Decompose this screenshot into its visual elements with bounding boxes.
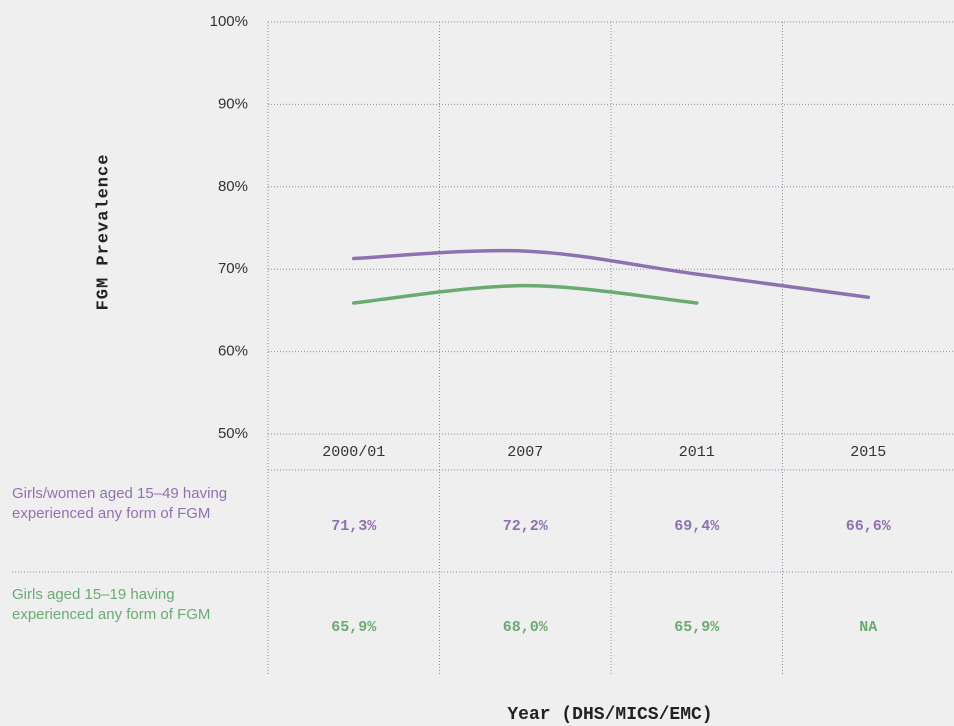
y-tick-label: 60% — [218, 343, 248, 360]
value-label: NA — [859, 619, 877, 636]
value-label: 66,6% — [846, 518, 892, 535]
row-label: Girls/women aged 15–49 having experience… — [12, 485, 228, 522]
series-line — [352, 283, 699, 305]
y-tick-label: 70% — [218, 260, 248, 277]
value-label: 68,0% — [503, 619, 549, 636]
x-tick-label: 2000/01 — [322, 444, 385, 461]
x-tick-label: 2011 — [679, 444, 715, 461]
y-tick-label: 50% — [218, 425, 248, 442]
x-tick-label: 2015 — [850, 444, 886, 461]
row-label: Girls aged 15–19 having experienced any … — [12, 586, 211, 623]
y-axis-title: FGM Prevalence — [94, 154, 113, 311]
value-label: 71,3% — [331, 518, 377, 535]
value-label: 69,4% — [674, 518, 720, 535]
x-axis-title: Year (DHS/MICS/EMC) — [507, 705, 712, 725]
x-tick-label: 2007 — [507, 444, 543, 461]
y-tick-label: 100% — [210, 13, 248, 30]
y-tick-label: 80% — [218, 178, 248, 195]
y-tick-label: 90% — [218, 95, 248, 112]
series-line — [352, 248, 870, 299]
value-label: 65,9% — [674, 619, 720, 636]
value-label: 72,2% — [503, 518, 549, 535]
value-label: 65,9% — [331, 619, 377, 636]
